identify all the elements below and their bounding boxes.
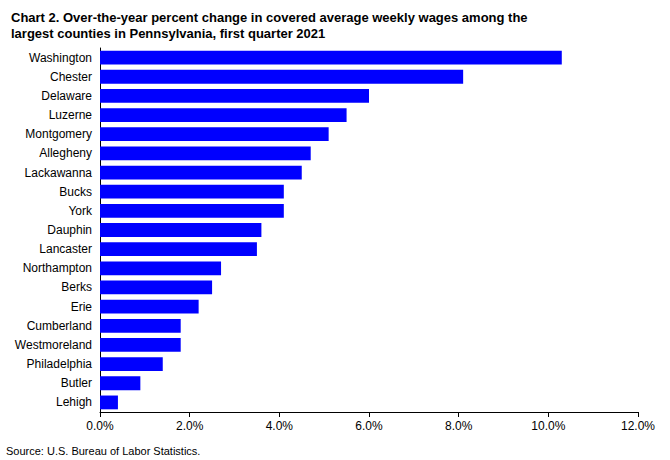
svg-text:Allegheny: Allegheny: [39, 146, 92, 160]
svg-text:Chester: Chester: [50, 70, 92, 84]
svg-text:6.0%: 6.0%: [355, 419, 383, 433]
svg-text:8.0%: 8.0%: [445, 419, 473, 433]
svg-text:Luzerne: Luzerne: [49, 108, 93, 122]
svg-text:largest counties in Pennsylvan: largest counties in Pennsylvania, first …: [11, 26, 325, 41]
svg-text:Butler: Butler: [61, 376, 92, 390]
svg-text:2.0%: 2.0%: [176, 419, 204, 433]
svg-text:Chart 2. Over-the-year percent: Chart 2. Over-the-year percent change in…: [11, 10, 531, 25]
svg-text:12.0%: 12.0%: [621, 419, 655, 433]
svg-text:Philadelphia: Philadelphia: [27, 357, 93, 371]
svg-text:Westmoreland: Westmoreland: [15, 338, 92, 352]
svg-text:Lehigh: Lehigh: [56, 395, 92, 409]
svg-text:Source: U.S. Bureau of Labor S: Source: U.S. Bureau of Labor Statistics.: [6, 445, 200, 457]
svg-text:Montgomery: Montgomery: [25, 127, 92, 141]
svg-text:4.0%: 4.0%: [266, 419, 294, 433]
svg-text:10.0%: 10.0%: [531, 419, 565, 433]
svg-text:0.0%: 0.0%: [86, 419, 114, 433]
svg-text:Lancaster: Lancaster: [39, 242, 92, 256]
svg-text:Lackawanna: Lackawanna: [25, 166, 93, 180]
svg-text:Berks: Berks: [61, 280, 92, 294]
svg-text:Dauphin: Dauphin: [47, 223, 92, 237]
svg-text:Erie: Erie: [71, 300, 93, 314]
svg-text:Northampton: Northampton: [23, 261, 92, 275]
svg-text:York: York: [68, 204, 93, 218]
svg-text:Cumberland: Cumberland: [27, 319, 92, 333]
svg-text:Washington: Washington: [29, 51, 92, 65]
svg-text:Bucks: Bucks: [59, 185, 92, 199]
svg-text:Delaware: Delaware: [41, 89, 92, 103]
